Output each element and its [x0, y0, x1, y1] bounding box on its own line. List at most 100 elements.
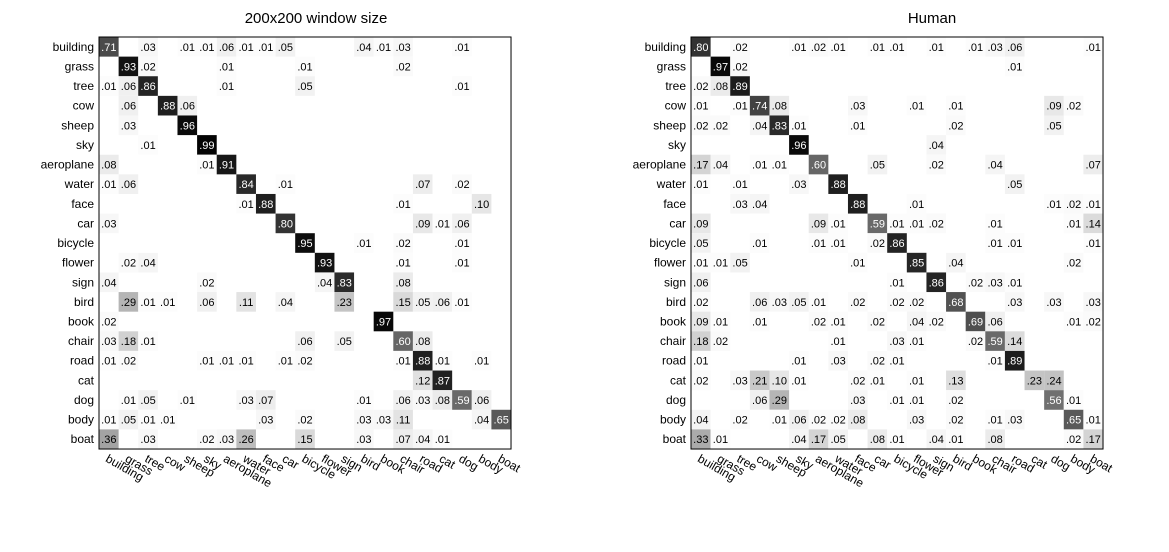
heatmap-cell	[255, 37, 276, 57]
cell-value-label: .04	[317, 277, 332, 289]
cell-value-label: .02	[199, 277, 214, 289]
cell-value-label: .02	[693, 120, 708, 132]
cell-value-label: .01	[870, 375, 885, 387]
cell-value-label: .01	[752, 160, 767, 172]
heatmap-cell	[808, 37, 829, 57]
heatmap-cell	[216, 56, 237, 77]
heatmap-cell	[847, 115, 868, 136]
heatmap-cell	[828, 409, 848, 430]
heatmap-cell	[926, 213, 947, 234]
cell-value-label: .08	[713, 81, 728, 93]
heatmap-cell	[197, 292, 217, 312]
cell-value-label: .02	[811, 415, 826, 427]
cell-value-label: .60	[395, 336, 410, 348]
cell-value-label: .01	[811, 297, 826, 309]
cell-value-label: .24	[1046, 375, 1061, 387]
cell-value-label: .60	[811, 160, 826, 172]
cell-value-label: .01	[435, 434, 450, 446]
cell-value-label: .01	[987, 238, 1002, 250]
heatmap-cell	[749, 370, 770, 391]
heatmap-cell	[197, 429, 217, 450]
heatmap-cell	[946, 252, 966, 273]
cell-value-label: .01	[140, 336, 155, 348]
cell-value-label: .02	[713, 336, 728, 348]
heatmap-frame	[98, 36, 512, 450]
cell-value-label: .02	[889, 297, 904, 309]
cell-value-label: .02	[948, 415, 963, 427]
heatmap-cell	[236, 37, 256, 57]
heatmap-cell	[1063, 252, 1084, 273]
cell-value-label: .01	[140, 297, 155, 309]
heatmap-cell	[887, 213, 907, 234]
cell-value-label: .01	[239, 42, 254, 54]
heatmap-cell	[730, 409, 750, 430]
row-tick-label: tree	[73, 79, 94, 93]
cell-value-label: .01	[454, 297, 469, 309]
cell-value-label: .02	[948, 395, 963, 407]
cell-value-label: .01	[219, 81, 234, 93]
cell-value-label: .01	[1066, 395, 1081, 407]
cell-value-label: .96	[791, 140, 806, 152]
cell-value-label: .02	[948, 120, 963, 132]
row-tick-label: building	[645, 40, 686, 54]
heatmap-cell	[847, 193, 868, 214]
cell-value-label: .01	[454, 81, 469, 93]
cell-value-label: .01	[101, 415, 116, 427]
heatmap-cell	[99, 37, 119, 57]
cell-value-label: .01	[929, 42, 944, 54]
heatmap-cell	[216, 154, 237, 175]
cell-value-label: .04	[791, 434, 806, 446]
cell-value-label: .02	[811, 316, 826, 328]
row-tick-label: sky	[76, 138, 94, 152]
heatmap-cell	[710, 331, 731, 351]
heatmap-cell	[138, 56, 158, 77]
cell-value-label: .03	[791, 179, 806, 191]
heatmap-cell	[691, 154, 711, 175]
heatmap-cell	[1044, 193, 1064, 214]
heatmap-cell	[354, 409, 374, 430]
cell-value-label: .06	[474, 395, 489, 407]
heatmap-cell	[1004, 233, 1025, 253]
cell-value-label: .02	[1066, 101, 1081, 113]
heatmap-cell	[710, 154, 731, 175]
heatmap-cell	[789, 115, 809, 136]
heatmap-cell	[985, 233, 1005, 253]
cell-value-label: .05	[278, 42, 293, 54]
cell-value-label: .02	[870, 316, 885, 328]
heatmap-cell	[138, 409, 158, 430]
heatmap-cell	[769, 154, 790, 175]
heatmap-cell	[432, 370, 453, 391]
heatmap-cell	[985, 331, 1005, 351]
cell-value-label: .01	[831, 336, 846, 348]
heatmap-cell	[710, 56, 731, 77]
cell-value-label: .01	[831, 218, 846, 230]
heatmap-cell	[118, 390, 139, 410]
heatmap-cell	[789, 350, 809, 371]
row-tick-label: dog	[74, 393, 94, 407]
cell-value-label: .03	[1007, 297, 1022, 309]
heatmap-cell	[216, 37, 237, 57]
heatmap-cell	[1004, 174, 1025, 194]
heatmap-cell	[926, 429, 947, 450]
cell-value-label: .69	[968, 316, 983, 328]
heatmap-cell	[393, 390, 413, 410]
cell-value-label: .85	[909, 258, 924, 270]
heatmap-cell	[1044, 115, 1064, 136]
cell-value-label: .09	[693, 218, 708, 230]
heatmap-cell	[1083, 429, 1104, 450]
cell-value-label: .04	[101, 277, 116, 289]
heatmap-cell	[789, 292, 809, 312]
cell-value-label: .01	[278, 356, 293, 368]
heatmap-cell	[1044, 95, 1064, 116]
cell-value-label: .03	[1046, 297, 1061, 309]
heatmap-cell	[808, 409, 829, 430]
heatmap-cell	[1063, 95, 1084, 116]
cell-value-label: .01	[968, 42, 983, 54]
heatmap-cell	[1083, 213, 1104, 234]
heatmap-cell	[471, 193, 492, 214]
heatmap-cell	[867, 311, 888, 332]
heatmap-cell	[393, 233, 413, 253]
cell-value-label: .03	[831, 356, 846, 368]
cell-value-label: .04	[713, 160, 728, 172]
cell-value-label: .04	[752, 199, 767, 211]
